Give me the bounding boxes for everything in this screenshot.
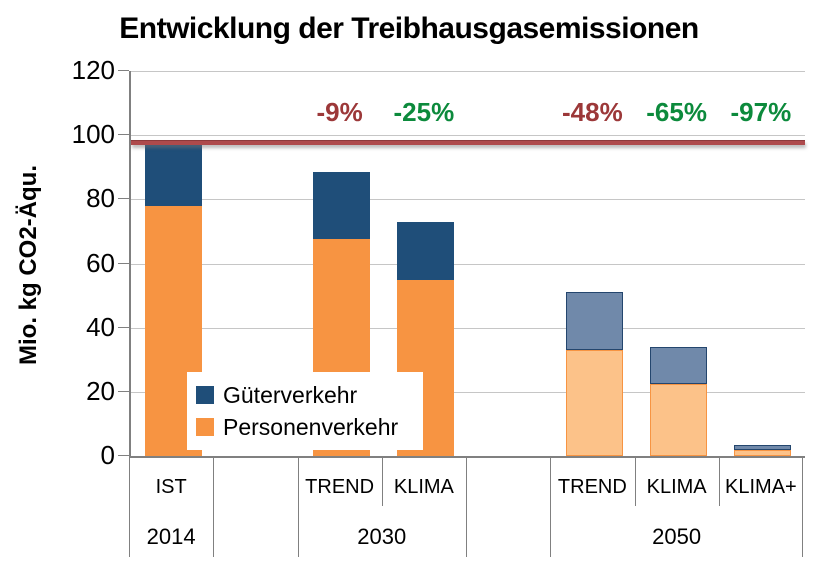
y-tick-label: 20 (86, 375, 115, 406)
year-label-2050: 2050 (652, 524, 702, 549)
gridline-40 (131, 327, 805, 329)
category-separator (802, 456, 803, 557)
segment-personenverkehr (734, 449, 792, 456)
reference-line (131, 139, 805, 145)
segment-gueterverkehr (313, 172, 371, 240)
y-tick-mark (118, 326, 129, 328)
x-tick-label-trend: TREND (557, 476, 627, 498)
legend-item-personenverkehr: Personenverkehr (196, 414, 423, 440)
y-tick-mark (118, 198, 129, 200)
category-separator (466, 456, 467, 557)
x-tick-label-klima: KLIMA (646, 476, 707, 498)
x-tick-label-ist: IST (155, 476, 187, 498)
gueterverkehr-swatch-icon (196, 386, 214, 404)
x-tick-label-klima+: KLIMA+ (725, 476, 797, 498)
gridline-20 (131, 391, 805, 393)
pct-annotation-48: -48% (562, 97, 623, 127)
gridline-100 (131, 135, 805, 137)
chart-title: Entwicklung der Treibhausgasemissionen (119, 12, 699, 45)
segment-gueterverkehr (144, 144, 202, 206)
x-tick-label-klima: KLIMA (393, 476, 454, 498)
category-separator (297, 456, 299, 557)
year-label-2014: 2014 (146, 524, 196, 549)
segment-gueterverkehr (565, 292, 623, 351)
y-tick-label: 100 (71, 119, 115, 150)
y-tick-mark (118, 70, 129, 71)
segment-gueterverkehr (397, 221, 455, 280)
category-separator (550, 456, 552, 557)
legend-label-personenverkehr: Personenverkehr (223, 414, 399, 440)
pct-annotation-25: -25% (393, 97, 455, 127)
legend-item-gueterverkehr: Güterverkehr (196, 382, 423, 408)
pct-annotation-65: -65% (646, 97, 707, 127)
bar-2050-klima (650, 346, 708, 456)
y-tick-label: 120 (71, 55, 115, 85)
x-tick-label-trend: TREND (305, 476, 375, 498)
gridline-60 (131, 263, 805, 265)
category-separator (634, 456, 636, 506)
y-tick-mark (118, 455, 129, 456)
y-tick-mark (118, 134, 129, 136)
segment-gueterverkehr (734, 445, 792, 450)
segment-personenverkehr (565, 350, 623, 456)
bar-2050-klima+ (734, 445, 792, 456)
pct-annotation-97: -97% (730, 97, 792, 127)
category-separator (718, 456, 720, 506)
segment-gueterverkehr (650, 346, 708, 384)
segment-personenverkehr (650, 383, 708, 456)
personenverkehr-swatch-icon (196, 418, 214, 436)
y-axis-title: Mio. kg CO2-Äqu. (15, 165, 42, 365)
year-label-2030: 2030 (357, 524, 407, 549)
category-separator (129, 456, 130, 557)
y-tick-mark (118, 390, 129, 392)
y-tick-mark (118, 262, 129, 264)
pct-annotation-9: -9% (316, 97, 363, 127)
bar-2050-trend (565, 292, 623, 456)
legend-label-gueterverkehr: Güterverkehr (223, 382, 358, 408)
gridline-80 (131, 199, 805, 201)
y-tick-label: 40 (86, 311, 115, 342)
category-separator (381, 456, 383, 506)
legend: Güterverkehr Personenverkehr (187, 372, 423, 450)
y-tick-label: 0 (100, 440, 115, 470)
y-tick-label: 80 (86, 183, 115, 214)
y-tick-label: 60 (86, 247, 115, 278)
x-axis: IST TREND KLIMA TREND KLIMA KLIMA+ 2014 2030 205… (129, 456, 803, 557)
gridline-120 (131, 71, 805, 72)
category-separator (213, 456, 215, 557)
